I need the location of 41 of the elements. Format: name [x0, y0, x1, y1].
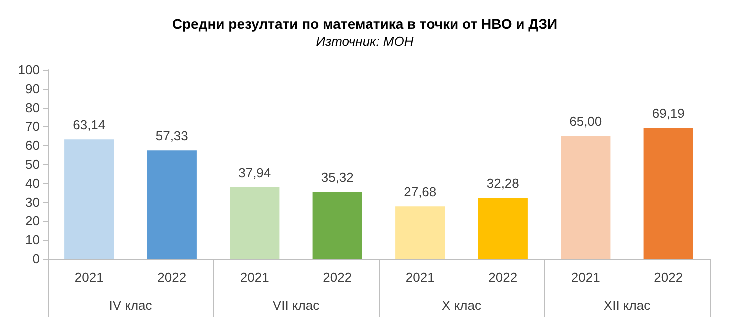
text: VII клас [272, 298, 320, 313]
y-tick-label: 20 [26, 214, 40, 229]
text: XII клас [604, 298, 652, 313]
bar [396, 206, 446, 259]
y-tick-label: 100 [18, 62, 40, 78]
x-tick-label: 2022 [654, 270, 684, 285]
y-tick-label: 0 [32, 252, 40, 266]
y-tick-label: 90 [26, 81, 40, 96]
data-label: 57,33 [156, 128, 188, 144]
data-label: 69,19 [652, 106, 685, 122]
chart-subtitle: Източник: МОН [316, 34, 414, 49]
bar [644, 128, 694, 259]
x-tick-label: 2021 [571, 270, 600, 285]
y-tick-label: 50 [26, 157, 40, 172]
data-label: 27,68 [404, 184, 437, 200]
x-tick-label: 2021 [406, 270, 435, 285]
bar [478, 198, 528, 259]
bar [312, 192, 362, 259]
data-label: 63,14 [73, 118, 106, 133]
x-tick-label: 2021 [74, 270, 104, 285]
x-tick-label: 2021 [240, 270, 270, 285]
y-tick-label: 40 [26, 176, 40, 191]
y-tick-label: 60 [26, 138, 40, 154]
text: X клас [442, 298, 482, 313]
y-tick-label: 70 [26, 119, 40, 134]
x-tick-label: 2022 [488, 270, 518, 285]
bar [230, 187, 280, 259]
text: IV клас [109, 298, 153, 313]
y-tick-label: 30 [26, 194, 40, 210]
y-tick-label: 80 [26, 100, 40, 116]
data-label: 35,32 [321, 170, 354, 186]
y-tick-label: 10 [26, 232, 40, 248]
data-label: 32,28 [486, 176, 520, 191]
x-tick-label: 2022 [323, 270, 352, 285]
bar [64, 140, 114, 259]
bar [561, 136, 611, 259]
data-label: 37,94 [238, 165, 272, 180]
x-tick-label: 2022 [158, 270, 187, 285]
chart-title: Средни резултати по математика в точки от НВО и ДЗИ [172, 16, 558, 32]
bar [147, 150, 197, 259]
data-label: 65,00 [570, 114, 602, 130]
